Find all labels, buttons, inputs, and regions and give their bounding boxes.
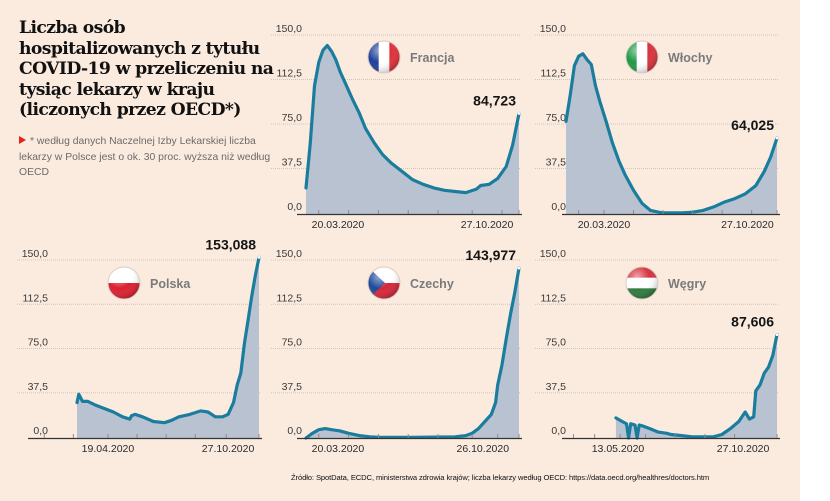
flag-gloss	[626, 267, 658, 299]
y-tick-label: 0,0	[33, 425, 48, 437]
y-tick-label: 150,0	[540, 23, 566, 35]
series-line	[75, 255, 261, 425]
x-tick-label: 26.10.2020	[457, 443, 510, 455]
y-tick-label: 75,0	[28, 337, 49, 349]
y-tick-label: 0,0	[287, 425, 302, 437]
y-tick-label: 112,5	[541, 68, 567, 80]
y-tick-label: 150,0	[22, 248, 48, 260]
flag-border	[625, 266, 659, 300]
y-tick-label: 150,0	[276, 23, 302, 35]
y-tick-label: 112,5	[277, 68, 303, 80]
x-tick-label: 20.03.2020	[312, 443, 365, 455]
footnote-text: * według danych Naczelnej Izby Lekarskie…	[19, 136, 271, 178]
y-tick-label: 0,0	[287, 201, 302, 213]
y-tick-label: 75,0	[282, 337, 303, 349]
x-tick-label: 27.10.2020	[721, 219, 774, 231]
end-point-marker	[517, 266, 521, 270]
y-tick-label: 150,0	[276, 248, 302, 260]
end-point-marker	[775, 333, 779, 337]
x-tick-label: 20.03.2020	[312, 219, 365, 231]
italy-flag-icon	[625, 40, 659, 74]
y-tick-label: 37,5	[28, 381, 49, 393]
series-line	[614, 333, 779, 440]
series-line	[304, 266, 521, 440]
x-tick-label: 27.10.2020	[717, 443, 770, 455]
chart-panel-polska: 0,0 37,5 75,0 112,5 150,0 19.04.2020 27.10.202…	[17, 236, 262, 455]
flag-border	[107, 266, 141, 300]
country-label: Polska	[150, 277, 191, 291]
flag-gloss	[368, 267, 400, 299]
czech-flag-icon	[367, 266, 401, 300]
y-tick-label: 150,0	[540, 248, 566, 260]
y-tick-label: 112,5	[277, 292, 303, 304]
note-marker-icon	[19, 136, 26, 144]
y-tick-label: 75,0	[282, 112, 303, 124]
y-tick-label: 0,0	[551, 201, 566, 213]
series-area	[306, 268, 519, 438]
last-value-label: 64,025	[731, 117, 774, 133]
end-point-marker	[517, 112, 521, 115]
france-flag-icon	[367, 40, 401, 74]
end-point-marker	[257, 255, 261, 259]
country-label: Czechy	[410, 277, 454, 291]
chart-panel-czechy: 0,0 37,5 75,0 112,5 150,0 20.03.2020 26.10.202…	[271, 247, 522, 455]
hungary-flag-icon	[625, 266, 659, 300]
country-label: Węgry	[668, 277, 706, 291]
source-text: Źródło: SpotData, ECDC, ministerstwa zdr…	[291, 473, 710, 482]
last-value-label: 153,088	[205, 236, 256, 252]
series-line	[304, 43, 521, 195]
last-value-label: 143,977	[465, 247, 516, 263]
y-tick-label: 0,0	[551, 425, 566, 437]
series-area	[306, 45, 519, 214]
last-value-label: 84,723	[473, 92, 516, 108]
y-tick-label: 37,5	[546, 157, 567, 169]
footnote: * według danych Naczelnej Izby Lekarskie…	[19, 134, 279, 181]
x-tick-label: 13.05.2020	[592, 443, 645, 455]
country-label: Francja	[410, 51, 456, 65]
series-area	[566, 53, 777, 214]
y-tick-label: 37,5	[282, 157, 303, 169]
y-tick-label: 112,5	[541, 292, 567, 304]
page-title: Liczba osób hospitalizowanych z tytułu C…	[19, 18, 274, 120]
chart-panel-włochy: 0,0 37,5 75,0 112,5 150,0 20.03.2020 27.10.202…	[535, 23, 780, 231]
y-tick-label: 37,5	[282, 381, 303, 393]
chart-panel-węgry: 0,0 37,5 75,0 112,5 150,0 13.05.2020 27.10.202…	[535, 248, 780, 455]
flag-border	[367, 266, 401, 300]
x-tick-label: 20.03.2020	[578, 219, 631, 231]
flag-border	[625, 40, 659, 74]
flag-gloss	[368, 41, 400, 73]
series-area	[77, 257, 259, 438]
y-tick-label: 75,0	[546, 112, 567, 124]
flag-gloss	[626, 41, 658, 73]
series-area	[615, 334, 777, 438]
series-line	[564, 52, 779, 215]
flag-gloss	[108, 267, 140, 299]
x-tick-label: 27.10.2020	[202, 443, 255, 455]
end-point-marker	[775, 136, 779, 140]
last-value-label: 87,606	[731, 314, 774, 330]
chart-panel-francja: 0,0 37,5 75,0 112,5 150,0 20.03.2020 27.10.202…	[271, 23, 522, 231]
y-tick-label: 37,5	[546, 381, 567, 393]
flag-border	[367, 40, 401, 74]
poland-flag-icon	[107, 266, 141, 300]
y-tick-label: 112,5	[23, 292, 49, 304]
x-tick-label: 27.10.2020	[461, 219, 514, 231]
x-tick-label: 19.04.2020	[82, 443, 135, 455]
country-label: Włochy	[668, 51, 712, 65]
y-tick-label: 75,0	[546, 337, 567, 349]
